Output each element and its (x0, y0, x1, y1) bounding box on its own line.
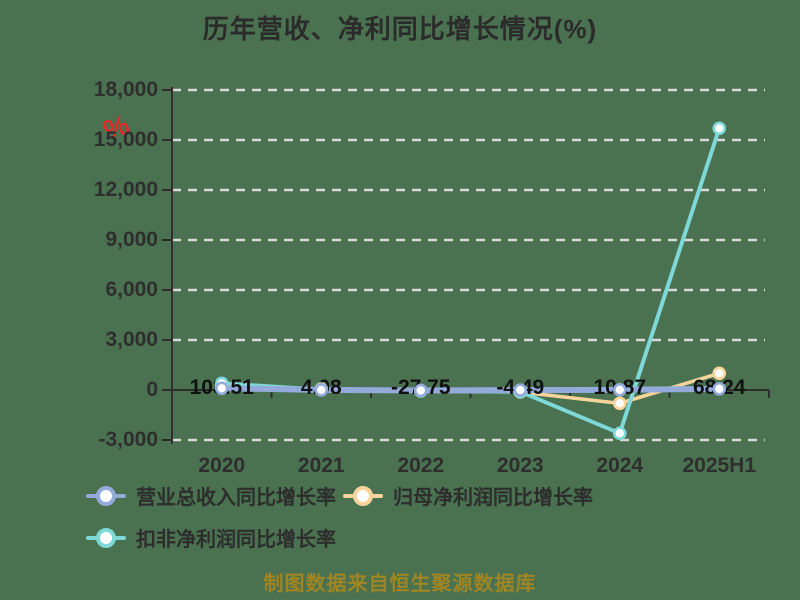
data-point-marker (712, 382, 727, 396)
legend-item-non-gaap-profit-growth[interactable]: 扣非净利润同比增长率 (86, 523, 336, 552)
data-point-marker (214, 381, 229, 396)
series-line (218, 385, 723, 394)
line-marker-icon (343, 485, 383, 507)
y-axis-tick-label: 3,000 (105, 328, 158, 351)
data-point-marker (413, 383, 428, 398)
legend-label: 归母净利润同比增长率 (393, 487, 593, 509)
y-axis-tick-label: 15,000 (93, 128, 158, 151)
data-point-marker (712, 366, 727, 381)
x-axis-tick-label: 2022 (397, 454, 445, 477)
x-axis-tick-label: 2020 (198, 454, 246, 477)
data-point-marker (314, 383, 329, 397)
line-marker-icon (86, 485, 126, 507)
y-axis-tick-label: 12,000 (93, 178, 158, 201)
y-axis-tick-label: 18,000 (93, 78, 158, 101)
x-axis-tick-label: 2021 (297, 454, 345, 477)
y-axis-tick-label: 6,000 (105, 278, 158, 301)
y-axis-tick-label: 9,000 (105, 228, 158, 251)
y-axis-tick-label: 0 (146, 378, 158, 401)
data-point-marker (712, 121, 727, 136)
x-axis-tick-label: 2023 (496, 454, 544, 477)
x-axis-tick-label: 2025H1 (682, 454, 757, 477)
line-marker-icon (86, 527, 126, 549)
data-point-marker (513, 383, 528, 397)
legend-label: 营业总收入同比增长率 (136, 487, 336, 509)
data-point-marker (612, 396, 627, 411)
x-axis-tick-label: 2024 (596, 454, 644, 477)
chart-title: 历年营收、净利同比增长情况(%) (202, 14, 598, 44)
data-point-marker (612, 383, 627, 397)
legend-label: 扣非净利润同比增长率 (136, 529, 336, 551)
legend-item-net-profit-growth[interactable]: 归母净利润同比增长率 (343, 481, 593, 510)
data-point-marker (612, 426, 627, 441)
legend-item-revenue-growth[interactable]: 营业总收入同比增长率 (86, 481, 336, 510)
y-axis-labels: 18,000 15,000 12,000 9,000 6,000 3,000 0 -3,000 (0, 0, 158, 600)
data-source-note: 制图数据来自恒生聚源数据库 (263, 573, 537, 595)
y-axis-tick-label: -3,000 (98, 428, 158, 451)
